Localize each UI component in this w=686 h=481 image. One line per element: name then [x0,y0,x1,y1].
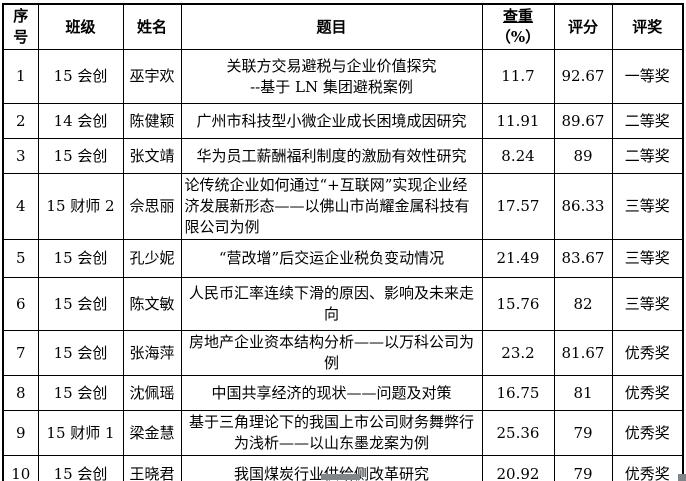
header-title: 题目 [180,3,483,50]
cell-duplicate-rate: 20.92 [481,455,555,481]
cell-award: 一等奖 [611,49,684,104]
cell-title: 中国共享经济的现状——问题及对策 [180,375,483,411]
header-score: 评分 [553,3,613,50]
cell-duplicate-rate: 21.49 [481,239,555,278]
cell-class: 14 会创 [37,103,124,139]
cell-no: 5 [2,239,39,278]
table-row: 10 15 会创 王晓君 我国煤炭行业供给侧改革研究 20.92 79 优秀奖 [2,455,684,481]
cell-title: 房地产企业资本结构分析——以万科公司为例 [180,330,483,376]
table-row: 4 15 财师 2 佘思丽 论传统企业如何通过“+互联网”实现企业经济发展新形态——以… [2,173,684,240]
cell-duplicate-rate: 8.24 [481,138,555,174]
cell-duplicate-rate: 23.2 [481,330,555,376]
cell-no: 7 [2,330,39,376]
cell-no: 6 [2,277,39,331]
cell-score: 79 [553,455,613,481]
cell-title: 论传统企业如何通过“+互联网”实现企业经济发展新形态——以佛山市尚耀金属科技有限… [180,173,483,240]
table-row: 5 15 会创 孔少妮 “营改增”后交运企业税负变动情况 21.49 83.67 三等奖 [2,239,684,278]
table-row: 6 15 会创 陈文敏 人民币汇率连续下滑的原因、影响及未来走向 15.76 82 三等奖 [2,277,684,331]
header-row: 序号 班级 姓名 题目 查重 （%） 评分 评奖 [2,3,684,50]
cell-score: 82 [553,277,613,331]
header-no: 序号 [2,3,39,50]
cell-name: 陈健颖 [122,103,182,139]
cell-no: 8 [2,375,39,411]
cell-name: 陈文敏 [122,277,182,331]
cell-score: 81 [553,375,613,411]
cell-title: 华为员工薪酬福利制度的激励有效性研究 [180,138,483,174]
cell-class: 15 会创 [37,138,124,174]
cell-name: 张文靖 [122,138,182,174]
cell-no: 10 [2,455,39,481]
cell-duplicate-rate: 17.57 [481,173,555,240]
cell-title: 关联方交易避税与企业价值探究 --基于 LN 集团避税案例 [180,49,483,104]
cell-name: 张海萍 [122,330,182,376]
cell-title: 人民币汇率连续下滑的原因、影响及未来走向 [180,277,483,331]
cell-name: 巫宇欢 [122,49,182,104]
table-body: 1 15 会创 巫宇欢 关联方交易避税与企业价值探究 --基于 LN 集团避税案例 11… [2,49,684,481]
table-row: 9 15 财师 1 梁金慧 基于三角理论下的我国上市公司财务舞弊行为浅析——以山东墨龙… [2,410,684,456]
cell-award: 二等奖 [611,138,684,174]
table-header: 序号 班级 姓名 题目 查重 （%） 评分 评奖 [2,3,684,50]
cell-no: 3 [2,138,39,174]
cell-score: 92.67 [553,49,613,104]
cell-no: 1 [2,49,39,104]
cell-name: 孔少妮 [122,239,182,278]
cell-class: 15 会创 [37,239,124,278]
cell-name: 梁金慧 [122,410,182,456]
cell-no: 9 [2,410,39,456]
table-row: 7 15 会创 张海萍 房地产企业资本结构分析——以万科公司为例 23.2 81.67 优秀… [2,330,684,376]
cell-title: 基于三角理论下的我国上市公司财务舞弊行为浅析——以山东墨龙案为例 [180,410,483,456]
cell-duplicate-rate: 16.75 [481,375,555,411]
cell-score: 86.33 [553,173,613,240]
cell-class: 15 会创 [37,455,124,481]
cell-award: 优秀奖 [611,410,684,456]
cell-title: “营改增”后交运企业税负变动情况 [180,239,483,278]
table-row: 3 15 会创 张文靖 华为员工薪酬福利制度的激励有效性研究 8.24 89 二等奖 [2,138,684,174]
thesis-awards-table: 序号 班级 姓名 题目 查重（%） 评分 评奖 1 15 会创 巫宇欢 关联方交易避税… [2,3,684,481]
table-row: 2 14 会创 陈健颖 广州市科技型小微企业成长困境成因研究 11.91 89.67 二等奖 [2,103,684,139]
cell-no: 2 [2,103,39,139]
cell-duplicate-rate: 15.76 [481,277,555,331]
header-duplicate-rate-suffix: （%） [495,28,541,46]
cell-award: 优秀奖 [611,330,684,376]
cell-score: 89 [553,138,613,174]
cell-title: 广州市科技型小微企业成长困境成因研究 [180,103,483,139]
cell-award: 优秀奖 [611,455,684,481]
cell-class: 15 会创 [37,375,124,411]
cell-score: 79 [553,410,613,456]
cell-name: 沈佩瑶 [122,375,182,411]
cell-class: 15 财师 1 [37,410,124,456]
cell-score: 81.67 [553,330,613,376]
header-duplicate-rate: 查重 （%） [481,3,555,50]
cell-name: 佘思丽 [122,173,182,240]
cell-duplicate-rate: 11.7 [481,49,555,104]
cell-award: 三等奖 [611,173,684,240]
window-artifact-corner-fragment [678,474,686,481]
cell-duplicate-rate: 11.91 [481,103,555,139]
cell-name: 王晓君 [122,455,182,481]
cell-score: 89.67 [553,103,613,139]
header-duplicate-rate-main: 查重 [502,7,533,25]
table-row: 8 15 会创 沈佩瑶 中国共享经济的现状——问题及对策 16.75 81 优秀奖 [2,375,684,411]
cell-score: 83.67 [553,239,613,278]
cell-class: 15 财师 2 [37,173,124,240]
window-artifact-scroll-fragment [321,474,360,480]
cell-class: 15 会创 [37,277,124,331]
table-row: 1 15 会创 巫宇欢 关联方交易避税与企业价值探究 --基于 LN 集团避税案例 11… [2,49,684,104]
cell-class: 15 会创 [37,49,124,104]
cell-award: 二等奖 [611,103,684,139]
cell-duplicate-rate: 25.36 [481,410,555,456]
header-name: 姓名 [122,3,182,50]
cell-award: 三等奖 [611,277,684,331]
cell-award: 三等奖 [611,239,684,278]
cell-class: 15 会创 [37,330,124,376]
header-class: 班级 [37,3,124,50]
cell-award: 优秀奖 [611,375,684,411]
cell-no: 4 [2,173,39,240]
header-award: 评奖 [611,3,684,50]
